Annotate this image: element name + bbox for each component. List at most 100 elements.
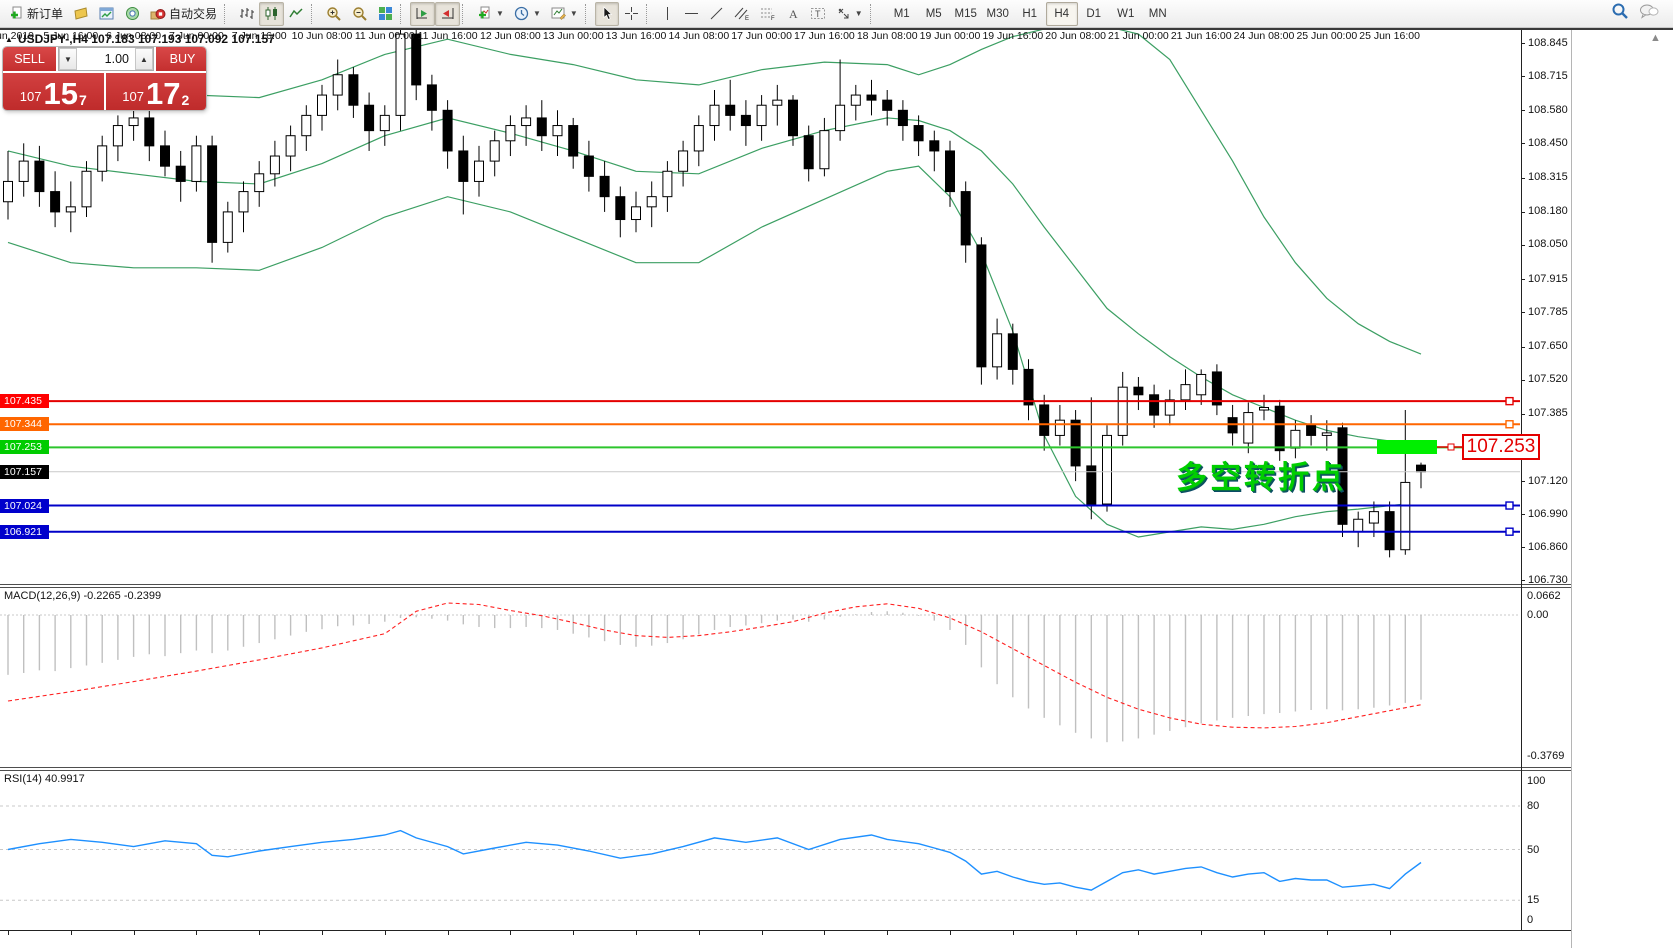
time-tick-mark: [1012, 931, 1014, 935]
volume-input[interactable]: [77, 48, 135, 70]
chat-icon[interactable]: [1639, 3, 1659, 25]
horizontal-line-button[interactable]: [679, 2, 704, 26]
highlight-rectangle[interactable]: [1377, 440, 1437, 454]
panel-separator-macd[interactable]: [0, 584, 1571, 588]
time-tick-mark: [1138, 931, 1140, 935]
candle-body: [1416, 464, 1426, 473]
chinese-annotation-text[interactable]: 多空转折点: [1176, 460, 1346, 495]
price-tick-mark: [1521, 514, 1525, 516]
arrows-button[interactable]: ▼: [831, 2, 868, 26]
time-tick-mark: [1201, 931, 1203, 935]
candle-body: [788, 99, 798, 137]
zoom-in-button[interactable]: [321, 2, 347, 26]
price-tick-label: 108.715: [1528, 69, 1568, 82]
collapse-triangle-icon[interactable]: ▲: [5, 34, 13, 44]
price-callout-label[interactable]: 107.253: [1462, 434, 1540, 460]
hline-handle[interactable]: [1505, 501, 1514, 510]
candle-body: [1259, 406, 1269, 411]
time-axis-label: 12 Jun 08:00: [480, 30, 541, 42]
candle-body: [3, 180, 13, 203]
crosshair-button[interactable]: [619, 2, 644, 26]
dropdown-caret: ▼: [854, 9, 863, 18]
bar-chart-button[interactable]: [234, 2, 259, 26]
price-chart-canvas[interactable]: [0, 30, 1673, 948]
timeframe-button-W1[interactable]: W1: [1117, 7, 1135, 20]
time-tick-mark: [573, 931, 575, 935]
time-tick-mark: [761, 931, 763, 935]
search-icon[interactable]: [1611, 2, 1629, 25]
timeframe-button-M1[interactable]: M1: [893, 7, 910, 20]
ask-price[interactable]: 107 17 2: [105, 73, 206, 110]
indicators-button[interactable]: ▼: [472, 2, 509, 26]
tile-windows-button[interactable]: [373, 2, 398, 26]
price-tick-mark: [1521, 481, 1525, 483]
panel-separator-rsi[interactable]: [0, 767, 1571, 771]
candle-body: [1102, 434, 1112, 505]
main-panel: [0, 30, 1520, 558]
candlestick-button[interactable]: [259, 1, 285, 26]
timeframe-button-MN[interactable]: MN: [1148, 7, 1167, 20]
label-button[interactable]: T: [805, 2, 831, 26]
fibonacci-button[interactable]: F: [755, 2, 781, 26]
text-button[interactable]: A: [781, 2, 805, 26]
time-tick-mark: [1326, 931, 1328, 935]
timeframe-button-M5[interactable]: M5: [925, 7, 942, 20]
timeframe-button-M15[interactable]: M15: [954, 7, 977, 20]
chart-window-button[interactable]: [94, 2, 120, 26]
time-axis-border: [0, 930, 1571, 931]
sell-button[interactable]: SELL: [3, 47, 56, 71]
template-button[interactable]: ▼: [546, 2, 583, 26]
hline-handle[interactable]: [1505, 396, 1514, 406]
timeframe-button-M30[interactable]: M30: [986, 7, 1009, 20]
candle-body: [709, 104, 720, 127]
volume-increase-button[interactable]: ▲: [135, 48, 153, 70]
dropdown-caret: ▼: [496, 9, 504, 18]
trendline-button[interactable]: [704, 2, 729, 26]
callout-handle[interactable]: [1447, 443, 1455, 451]
vertical-line-button[interactable]: [656, 2, 679, 26]
bar-chart-icon: [239, 6, 255, 21]
scroll-up-icon[interactable]: ▲: [1650, 32, 1661, 44]
channel-icon: E: [734, 6, 750, 21]
chart-shift-button[interactable]: [435, 1, 461, 26]
auto-scroll-button[interactable]: [410, 1, 436, 26]
autotrading-button[interactable]: 自动交易: [145, 2, 222, 26]
candle-body: [1243, 412, 1254, 444]
buy-button[interactable]: BUY: [156, 47, 206, 71]
zoom-out-button[interactable]: [347, 2, 373, 26]
timeframe-button-D1[interactable]: D1: [1086, 7, 1102, 20]
timeframe-button-H4[interactable]: H4: [1045, 1, 1078, 26]
time-tick-mark: [133, 931, 135, 935]
time-tick-mark: [636, 931, 637, 935]
candle-body: [631, 206, 641, 221]
label-icon: T: [810, 6, 826, 21]
channel-button[interactable]: E: [729, 2, 755, 26]
bid-price[interactable]: 107 15 7: [3, 73, 104, 110]
candle-body: [536, 117, 547, 137]
price-tick-mark: [1521, 177, 1525, 179]
new-order-button[interactable]: 新订单: [4, 2, 68, 26]
time-tick-mark: [196, 931, 198, 935]
arrows-icon: [836, 6, 851, 21]
notepad-button[interactable]: [68, 2, 94, 26]
candle-body: [1196, 373, 1207, 396]
svg-text:A: A: [789, 7, 798, 21]
notepad-icon: [73, 6, 89, 21]
candle-body: [81, 170, 92, 208]
price-tick-label: 106.990: [1528, 507, 1568, 520]
time-tick-mark: [8, 931, 9, 935]
cursor-button[interactable]: [594, 1, 619, 26]
volume-decrease-button[interactable]: ▼: [59, 48, 77, 70]
svg-text:E: E: [745, 16, 749, 21]
time-axis-label: 11 Jun 16:00: [417, 30, 478, 42]
time-axis-label: 13 Jun 16:00: [605, 30, 667, 42]
hline-handle[interactable]: [1505, 527, 1514, 536]
toolbar-separator: [584, 3, 593, 24]
periods-button[interactable]: ▼: [509, 2, 546, 26]
candle-body: [568, 125, 579, 157]
navigator-button[interactable]: [120, 2, 145, 26]
price-tick-label: 108.315: [1528, 171, 1568, 184]
line-chart-button[interactable]: [284, 2, 309, 26]
hline-handle[interactable]: [1505, 420, 1514, 429]
timeframe-button-H1[interactable]: H1: [1022, 7, 1038, 20]
